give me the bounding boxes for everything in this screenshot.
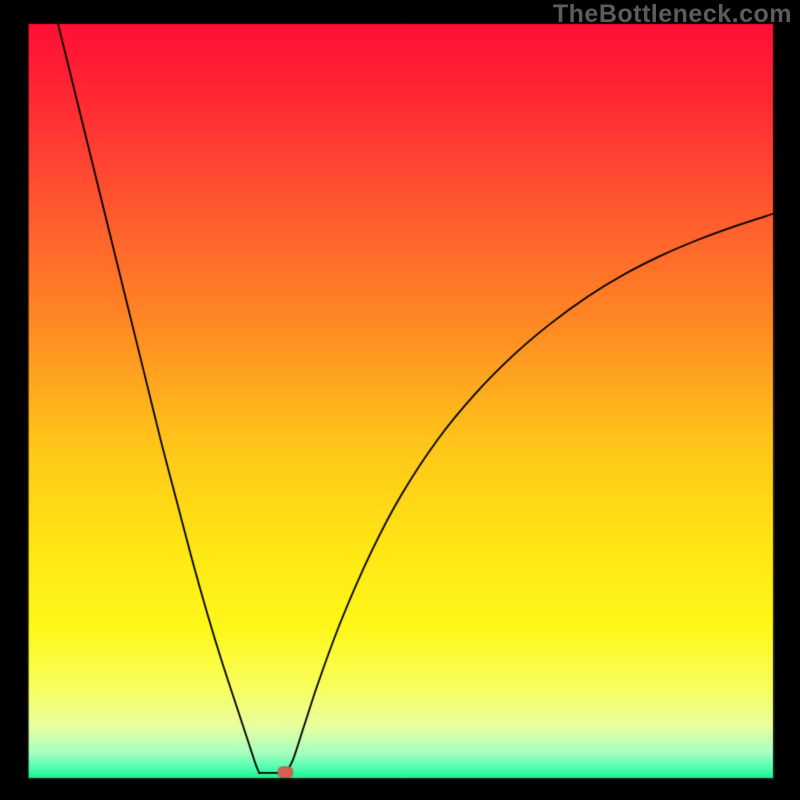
line-chart bbox=[0, 0, 800, 800]
watermark-text: TheBottleneck.com bbox=[553, 0, 792, 29]
chart-container: TheBottleneck.com bbox=[0, 0, 800, 800]
